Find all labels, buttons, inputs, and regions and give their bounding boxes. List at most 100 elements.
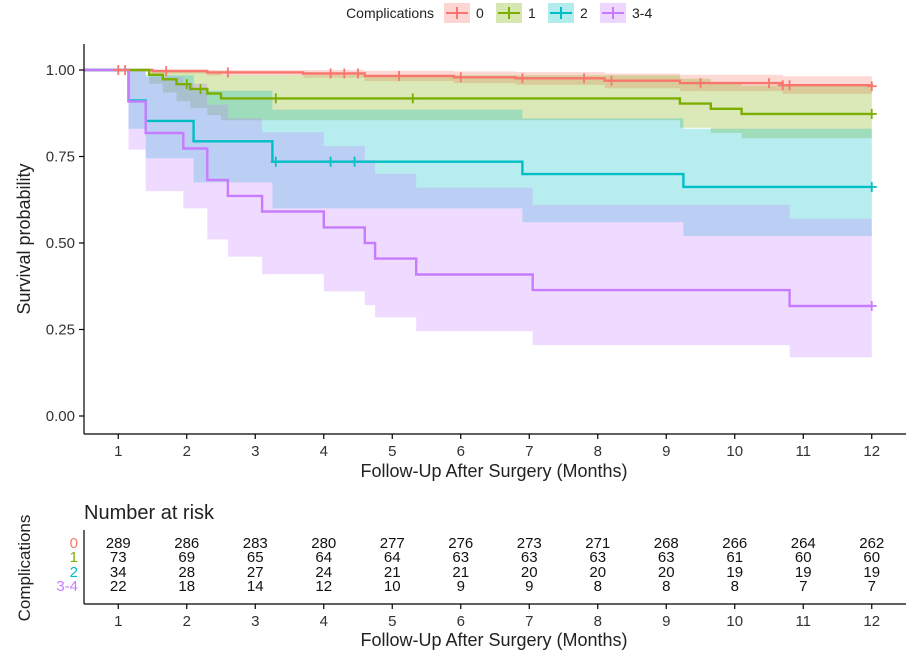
risk-cell: 64 [384,549,401,566]
confidence-bands [84,70,872,358]
risk-cell: 63 [521,549,538,566]
risk-cell: 277 [380,535,405,552]
censor-marks [113,65,877,311]
risk-cell: 8 [731,578,739,595]
risk-cell: 64 [315,549,332,566]
survival-curves [84,68,873,308]
risk-table-y-label: Complications [15,515,34,622]
risk-cell: 20 [589,564,606,581]
km-plot: 0.000.250.500.751.00 1 2 3 4 5 6 7 8 9 10 11 12 Sur… [14,44,906,481]
x-tick-label: 3 [251,613,259,630]
risk-cell: 61 [726,549,743,566]
x-tick-label: 11 [795,443,811,460]
risk-cell: 21 [452,564,469,581]
risk-cell: 65 [247,549,264,566]
risk-cell: 266 [722,535,747,552]
y-axis-ticks: 0.00 0.25 0.50 0.75 1.00 [46,62,84,425]
risk-cell: 60 [863,549,880,566]
risk-cell: 60 [795,549,812,566]
ci-band-1 [84,70,872,139]
risk-cell: 22 [110,578,127,595]
risk-cell: 18 [178,578,195,595]
ci-band-2 [84,70,872,237]
risk-x-axis-label: Follow-Up After Surgery (Months) [360,630,627,650]
y-axis-label: Survival probability [14,163,34,314]
survival-line-0 [84,68,873,87]
risk-cell: 63 [658,549,675,566]
ci-band-0 [84,70,872,96]
risk-cell: 19 [863,564,880,581]
y-tick-label: 0.00 [46,408,75,425]
risk-table: Number at risk Complications 0 289 286 283 2… [15,502,906,650]
y-tick-label: 0.50 [46,235,75,252]
risk-cell: 27 [247,564,264,581]
risk-cell: 63 [589,549,606,566]
risk-cell: 73 [110,549,127,566]
x-tick-label: 5 [388,613,396,630]
risk-cell: 69 [178,549,195,566]
x-tick-label: 6 [457,443,465,460]
x-tick-label: 9 [662,443,670,460]
risk-cell: 20 [658,564,675,581]
risk-row-label-3-4: 3-4 [56,578,78,595]
x-tick-label: 6 [457,613,465,630]
x-tick-label: 12 [863,613,880,630]
y-tick-label: 1.00 [46,62,75,79]
x-tick-label: 1 [114,613,122,630]
risk-cell: 34 [110,564,127,581]
risk-cell: 12 [315,578,332,595]
risk-row-label-0: 0 [70,535,78,552]
risk-table-title: Number at risk [84,502,215,524]
x-tick-label: 10 [726,443,743,460]
risk-row-label-1: 1 [70,549,78,566]
risk-cell: 271 [585,535,610,552]
risk-cell: 286 [174,535,199,552]
x-tick-label: 3 [251,443,259,460]
y-tick-label: 0.75 [46,149,75,166]
survival-line-1 [84,68,872,116]
risk-cell: 268 [654,535,679,552]
risk-cell: 276 [448,535,473,552]
x-tick-label: 8 [594,613,602,630]
risk-cell: 19 [726,564,743,581]
risk-cell: 10 [384,578,401,595]
risk-cell: 63 [452,549,469,566]
x-tick-label: 5 [388,443,396,460]
risk-x-axis-ticks: 1 2 3 4 5 6 7 8 9 10 11 12 [114,604,880,630]
x-tick-label: 12 [863,443,880,460]
risk-cell: 283 [243,535,268,552]
x-axis-label: Follow-Up After Surgery (Months) [360,461,627,481]
risk-row-label-2: 2 [70,564,78,581]
y-tick-label: 0.25 [46,322,75,339]
x-tick-label: 7 [525,613,533,630]
risk-cell: 14 [247,578,264,595]
x-tick-label: 9 [662,613,670,630]
x-tick-label: 11 [795,613,811,630]
risk-cell: 28 [178,564,195,581]
x-tick-label: 4 [320,613,328,630]
risk-cell: 9 [525,578,533,595]
x-tick-label: 2 [183,613,191,630]
risk-cell: 9 [457,578,465,595]
x-axis-ticks: 1 2 3 4 5 6 7 8 9 10 11 12 [114,434,880,460]
risk-cell: 262 [859,535,884,552]
legend-label-1: 1 [528,5,536,21]
risk-cell: 7 [868,578,876,595]
x-tick-label: 7 [525,443,533,460]
risk-cell: 24 [315,564,332,581]
risk-cell: 280 [311,535,336,552]
risk-cell: 21 [384,564,401,581]
risk-cell: 289 [106,535,131,552]
risk-cell: 273 [517,535,542,552]
risk-cell: 264 [791,535,816,552]
risk-cell: 20 [521,564,538,581]
legend-label-2: 2 [580,5,588,21]
ci-band-3-4 [84,70,872,358]
legend: Complications 0 1 2 3-4 [346,3,652,23]
risk-cell: 8 [594,578,602,595]
x-tick-label: 1 [114,443,122,460]
legend-title: Complications [346,5,434,21]
x-tick-label: 2 [183,443,191,460]
